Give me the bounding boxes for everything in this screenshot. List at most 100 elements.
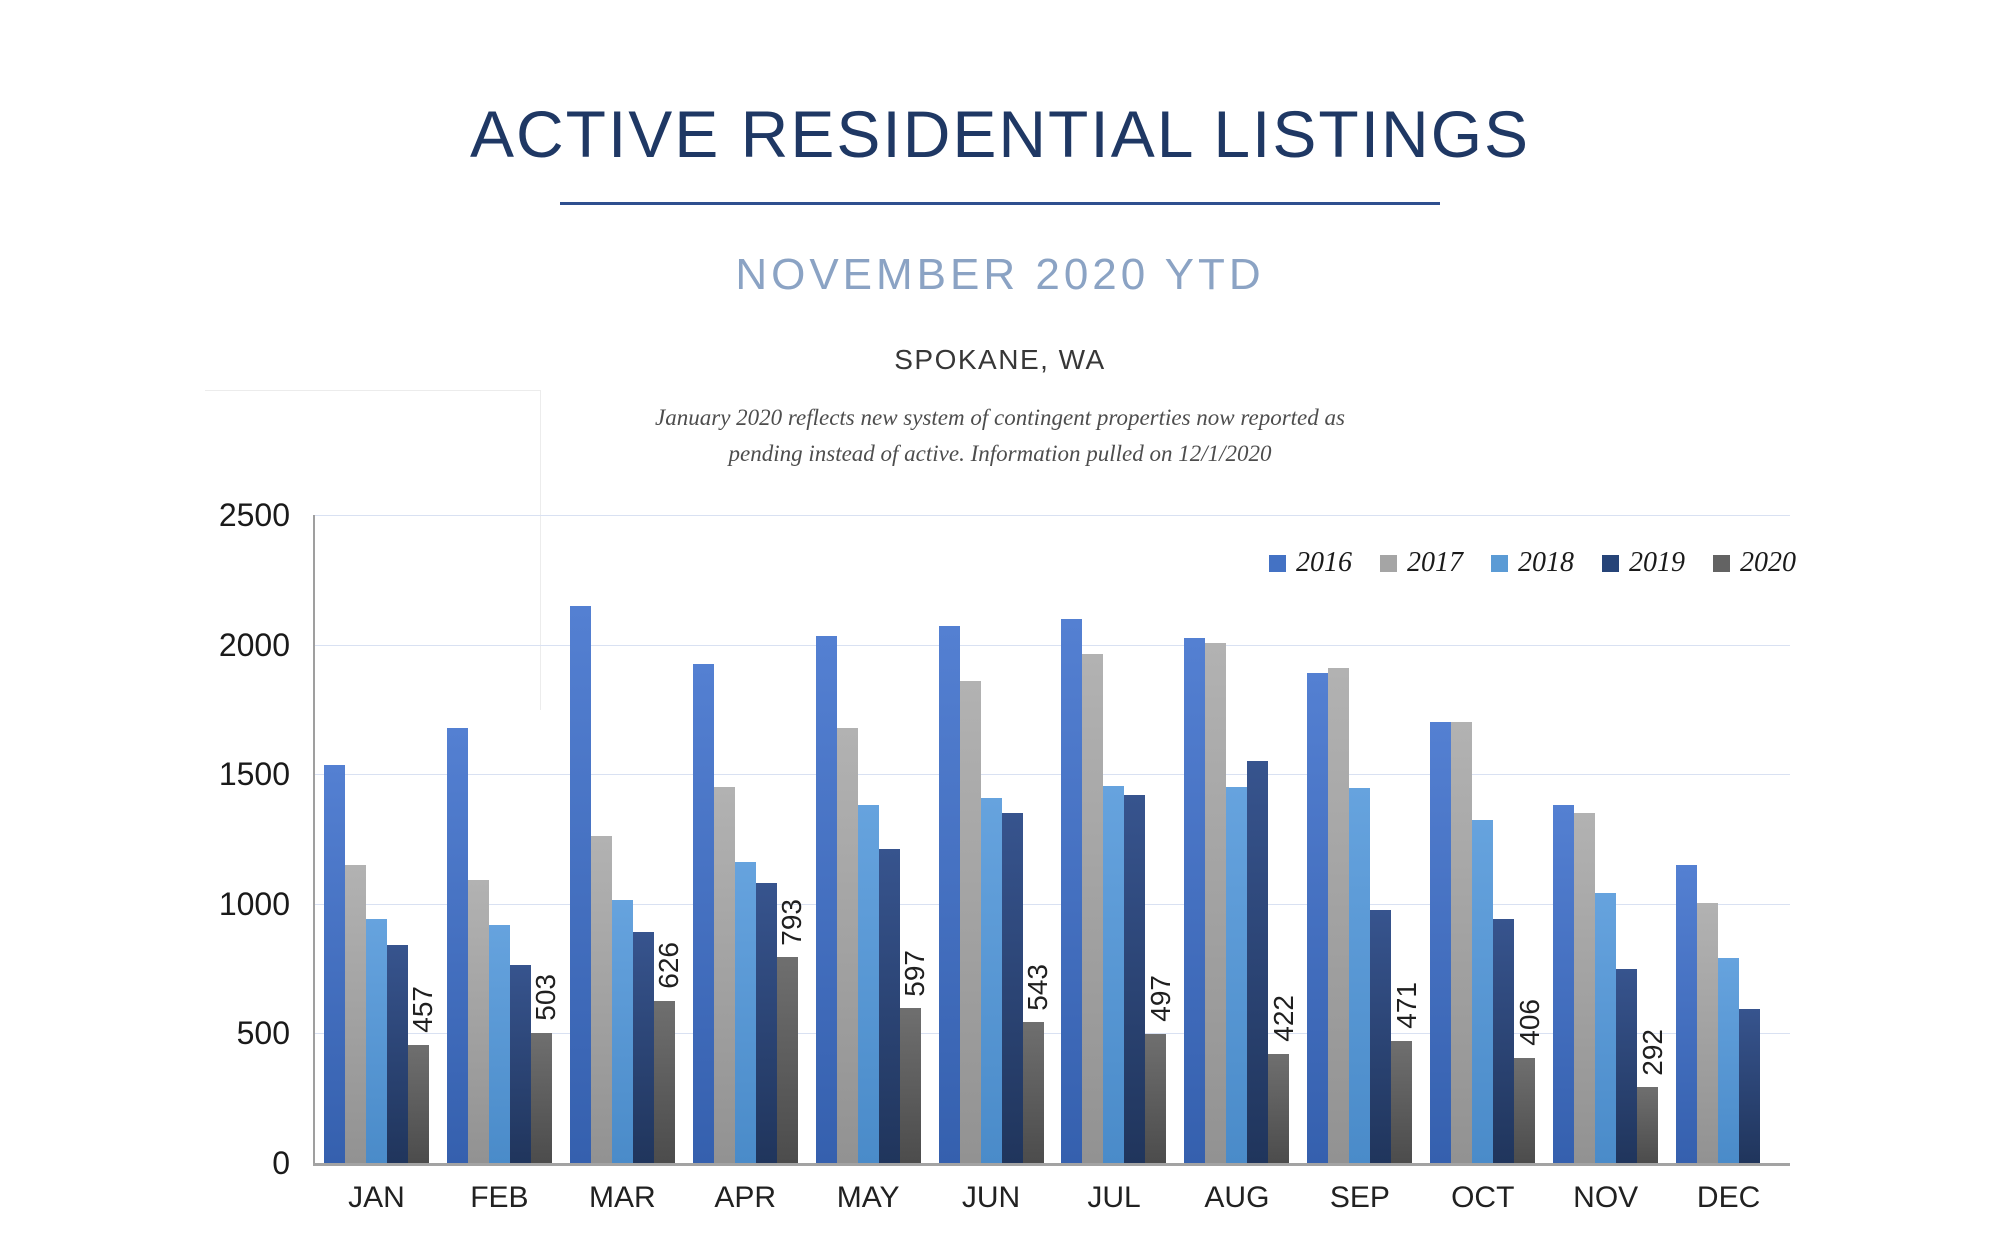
pasted-image-edge-right (540, 390, 541, 710)
legend-label-2019: 2019 (1629, 547, 1685, 578)
bar-2019-jul (1124, 794, 1146, 1163)
page-subtitle: NOVEMBER 2020 YTD (735, 250, 1265, 299)
data-label-2020-sep: 471 (1390, 982, 1422, 1029)
month-group-aug: 422 AUG (1175, 515, 1299, 1214)
bar-2018-apr (734, 862, 756, 1163)
month-group-jun: 543 JUN (930, 515, 1054, 1214)
legend-swatch-2019 (1602, 554, 1619, 572)
bar-2020-mar (653, 1000, 675, 1163)
month-group-mar: 626 MAR (561, 515, 684, 1214)
page-title: ACTIVE RESIDENTIAL LISTINGS (469, 97, 1531, 171)
bar-2020-aug (1268, 1053, 1290, 1163)
bar-2018-jul (1103, 785, 1125, 1163)
legend-item-2020: 2020 (1713, 547, 1796, 579)
y-tick-label-1000: 1000 (218, 885, 290, 922)
footnote: January 2020 reflects new system of cont… (0, 400, 2000, 471)
bar-chart-plot-area: 0 500 1000 1500 2000 2500 457 JAN 503 FEB 626 MAR 7… (219, 497, 1796, 1214)
bar-2019-nov (1616, 968, 1638, 1163)
bar-2018-jun (980, 797, 1002, 1163)
gridline-500 (315, 1033, 1790, 1035)
footnote-line-1: January 2020 reflects new system of cont… (655, 405, 1345, 430)
month-group-apr: 793 APR (684, 515, 808, 1214)
month-group-feb: 503 FEB (438, 515, 562, 1214)
gridline-1500 (315, 774, 1790, 776)
legend-item-2017: 2017 (1380, 547, 1463, 579)
bar-2017-may (836, 727, 858, 1163)
bar-2018-feb (488, 924, 510, 1163)
legend-swatch-2020 (1713, 554, 1730, 572)
legend-label-2017: 2017 (1407, 547, 1463, 578)
bar-2019-oct (1493, 919, 1515, 1163)
data-label-2020-feb: 503 (530, 973, 562, 1021)
bar-2020-sep (1391, 1040, 1413, 1163)
gridline-2500 (315, 515, 1790, 516)
bar-2016-dec (1676, 864, 1698, 1163)
bar-2016-sep (1307, 673, 1329, 1163)
legend-label-2016: 2016 (1296, 547, 1352, 578)
data-label-2020-apr: 793 (776, 898, 808, 946)
bar-2016-jan (323, 765, 345, 1163)
bar-2019-mar (632, 932, 654, 1163)
bar-2020-oct (1514, 1057, 1536, 1163)
x-tick-label-may: MAY (836, 1181, 900, 1214)
bar-2020-feb (530, 1032, 552, 1163)
gridline-1000 (315, 903, 1790, 905)
gridline-2000 (315, 644, 1790, 646)
bar-2020-nov (1637, 1087, 1659, 1163)
x-tick-label-sep: SEP (1329, 1181, 1390, 1214)
bar-2019-apr (755, 883, 777, 1163)
bar-2017-sep (1328, 667, 1350, 1163)
x-tick-label-oct: OCT (1451, 1181, 1515, 1214)
bar-2016-jul (1061, 618, 1083, 1163)
bar-2019-sep (1370, 910, 1392, 1163)
x-tick-label-apr: APR (714, 1181, 777, 1214)
data-label-2020-oct: 406 (1513, 999, 1545, 1046)
bar-2018-nov (1595, 893, 1617, 1163)
bar-2020-jun (1022, 1022, 1044, 1163)
bar-2018-jan (365, 919, 387, 1163)
month-group-jan: 457 JAN (315, 515, 438, 1214)
x-tick-label-nov: NOV (1573, 1181, 1639, 1214)
bar-2020-jul (1145, 1034, 1167, 1163)
bar-2020-jan (407, 1044, 429, 1163)
bar-2017-aug (1205, 643, 1227, 1163)
month-group-may: 597 MAY (807, 515, 930, 1214)
bar-2017-jul (1082, 653, 1104, 1163)
x-tick-label-jul: JUL (1087, 1181, 1141, 1214)
bar-2016-oct (1430, 722, 1452, 1163)
x-tick-label-feb: FEB (470, 1181, 529, 1214)
bar-2018-mar (611, 899, 633, 1163)
bar-2018-oct (1472, 819, 1494, 1163)
y-tick-label-2000: 2000 (218, 626, 290, 663)
legend-label-2020: 2020 (1740, 547, 1796, 578)
bar-2017-feb (467, 880, 489, 1163)
bar-2016-apr (692, 664, 714, 1163)
x-axis-line (313, 1163, 1790, 1166)
month-group-sep: 471 SEP (1298, 515, 1422, 1214)
x-tick-label-aug: AUG (1204, 1181, 1270, 1214)
legend-item-2018: 2018 (1491, 547, 1574, 579)
legend-swatch-2018 (1491, 554, 1508, 572)
data-label-2020-nov: 292 (1636, 1028, 1668, 1076)
legend-item-2016: 2016 (1269, 547, 1352, 579)
legend-swatch-2017 (1380, 554, 1397, 572)
bar-2018-sep (1349, 788, 1371, 1163)
x-tick-label-dec: DEC (1696, 1181, 1761, 1214)
bar-2016-feb (446, 727, 468, 1163)
bar-groups: 457 JAN 503 FEB 626 MAR 793 APR 597 MAY 543 JUN 497 J… (315, 515, 1790, 1214)
bar-2018-dec (1718, 958, 1740, 1163)
legend-swatch-2016 (1269, 554, 1286, 572)
bar-2019-aug (1247, 761, 1269, 1163)
bar-2018-may (857, 805, 879, 1163)
bar-2017-jun (959, 680, 981, 1163)
footnote-line-2: pending instead of active. Information p… (728, 440, 1272, 466)
bar-2019-jun (1001, 813, 1023, 1163)
bar-2016-mar (569, 605, 591, 1163)
bar-2017-mar (590, 836, 612, 1163)
bar-2018-aug (1226, 787, 1248, 1163)
data-label-2020-jun: 543 (1022, 963, 1054, 1011)
chart-legend: 2016 2017 2018 2019 2020 (1269, 547, 1796, 579)
bar-2019-jan (386, 945, 408, 1163)
legend-label-2018: 2018 (1518, 547, 1574, 578)
bar-2016-may (815, 635, 837, 1163)
